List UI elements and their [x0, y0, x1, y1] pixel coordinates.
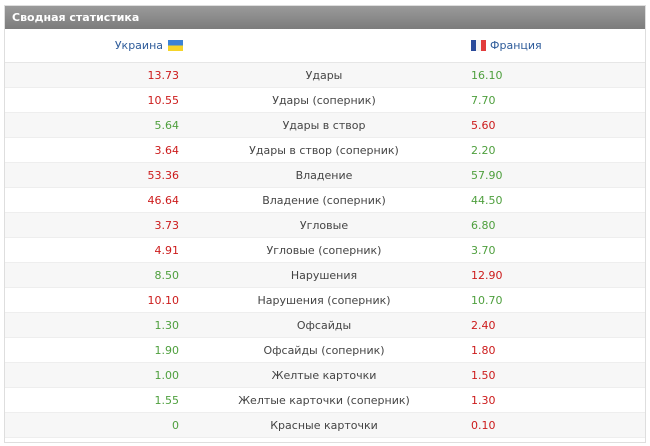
stat-right-value: 1.30: [471, 393, 496, 407]
stat-label: Нарушения (соперник): [257, 293, 391, 307]
team-left-link[interactable]: Украина: [114, 39, 163, 52]
stat-row: 8.50 Нарушения 12.90: [5, 263, 645, 288]
stat-row: 5.64 Удары в створ 5.60: [5, 113, 645, 138]
stat-row: 0.18Красные карточки (соперник)0.10: [5, 438, 645, 442]
stat-left-value: 13.73: [147, 68, 180, 82]
stat-row: 13.73 Удары 16.10: [5, 63, 645, 88]
stat-left-value: 1.00: [154, 368, 180, 382]
stat-left-value: 10.55: [147, 93, 180, 107]
stat-label: Офсайды: [296, 318, 352, 332]
stat-row: 3.73 Угловые 6.80: [5, 213, 645, 238]
stat-right-value: 2.20: [471, 143, 496, 157]
stat-label: Угловые: [299, 218, 349, 232]
summary-stats-panel: Сводная статистика Украина Франция 13.73…: [4, 5, 646, 443]
stat-left-value: 5.64: [154, 118, 180, 132]
france-flag-icon: [471, 40, 486, 51]
stat-left-value: 3.64: [154, 143, 180, 157]
stat-label: Удары (соперник): [272, 93, 376, 107]
stat-row: 10.55 Удары (соперник) 7.70: [5, 88, 645, 113]
stat-left-value: 1.30: [154, 318, 180, 332]
stat-label: Угловые (соперник): [266, 243, 382, 257]
stat-right-value: 5.60: [471, 118, 496, 132]
stat-label: Удары в створ (соперник): [249, 143, 399, 157]
stat-right-value: 1.50: [471, 368, 496, 382]
stat-right-value: 16.10: [471, 68, 503, 82]
stat-left-value: 1.90: [154, 343, 180, 357]
stats-table: 13.73 Удары 16.10 10.55 Удары (соперник) 7.70…: [5, 63, 645, 442]
stat-right-value: 6.80: [471, 218, 496, 232]
stat-left-value: 4.91: [154, 243, 180, 257]
stat-right-value: 57.90: [471, 168, 503, 182]
stat-row: 1.90 Офсайды (соперник) 1.80: [5, 338, 645, 363]
stat-right-value: 7.70: [471, 93, 496, 107]
stat-label: Владение (соперник): [262, 193, 386, 207]
stat-row: 1.30 Офсайды 2.40: [5, 313, 645, 338]
stat-right-value: 10.70: [471, 293, 503, 307]
stat-label: Удары в створ: [282, 118, 366, 132]
stat-row: 53.36 Владение 57.90: [5, 163, 645, 188]
stat-label: Удары: [305, 68, 343, 82]
stat-left-value: 1.55: [154, 393, 180, 407]
stat-row: 10.10 Нарушения (соперник) 10.70: [5, 288, 645, 313]
stat-label: Красные карточки: [270, 418, 378, 432]
stat-left-value: 0: [172, 418, 179, 432]
stat-left-value: 3.73: [154, 218, 180, 232]
stat-right-value: 12.90: [471, 268, 503, 282]
teams-header: Украина Франция: [5, 29, 645, 63]
stat-row: 0 Красные карточки 0.10: [5, 413, 645, 438]
stat-right-value: 3.70: [471, 243, 496, 257]
stat-label: Желтые карточки (соперник): [238, 393, 410, 407]
team-left: Украина: [5, 39, 183, 52]
stat-row: 3.64 Удары в створ (соперник) 2.20: [5, 138, 645, 163]
stat-row: 1.55 Желтые карточки (соперник) 1.30: [5, 388, 645, 413]
stat-row: 46.64 Владение (соперник) 44.50: [5, 188, 645, 213]
stat-label: Нарушения: [290, 268, 358, 282]
team-right: Франция: [471, 39, 542, 52]
stat-label: Офсайды (соперник): [263, 343, 385, 357]
stat-right-value: 44.50: [471, 193, 503, 207]
ukraine-flag-icon: [168, 40, 183, 51]
stat-left-value: 53.36: [147, 168, 180, 182]
stat-right-value: 0.10: [471, 418, 496, 432]
team-right-link[interactable]: Франция: [490, 39, 542, 52]
stat-right-value: 2.40: [471, 318, 496, 332]
stat-left-value: 46.64: [147, 193, 180, 207]
panel-title: Сводная статистика: [5, 6, 645, 29]
stat-row: 1.00 Желтые карточки 1.50: [5, 363, 645, 388]
stat-right-value: 1.80: [471, 343, 496, 357]
stat-left-value: 8.50: [154, 268, 180, 282]
stat-label: Желтые карточки: [271, 368, 377, 382]
stat-label: Владение: [295, 168, 353, 182]
stat-row: 4.91 Угловые (соперник) 3.70: [5, 238, 645, 263]
stat-left-value: 10.10: [147, 293, 180, 307]
